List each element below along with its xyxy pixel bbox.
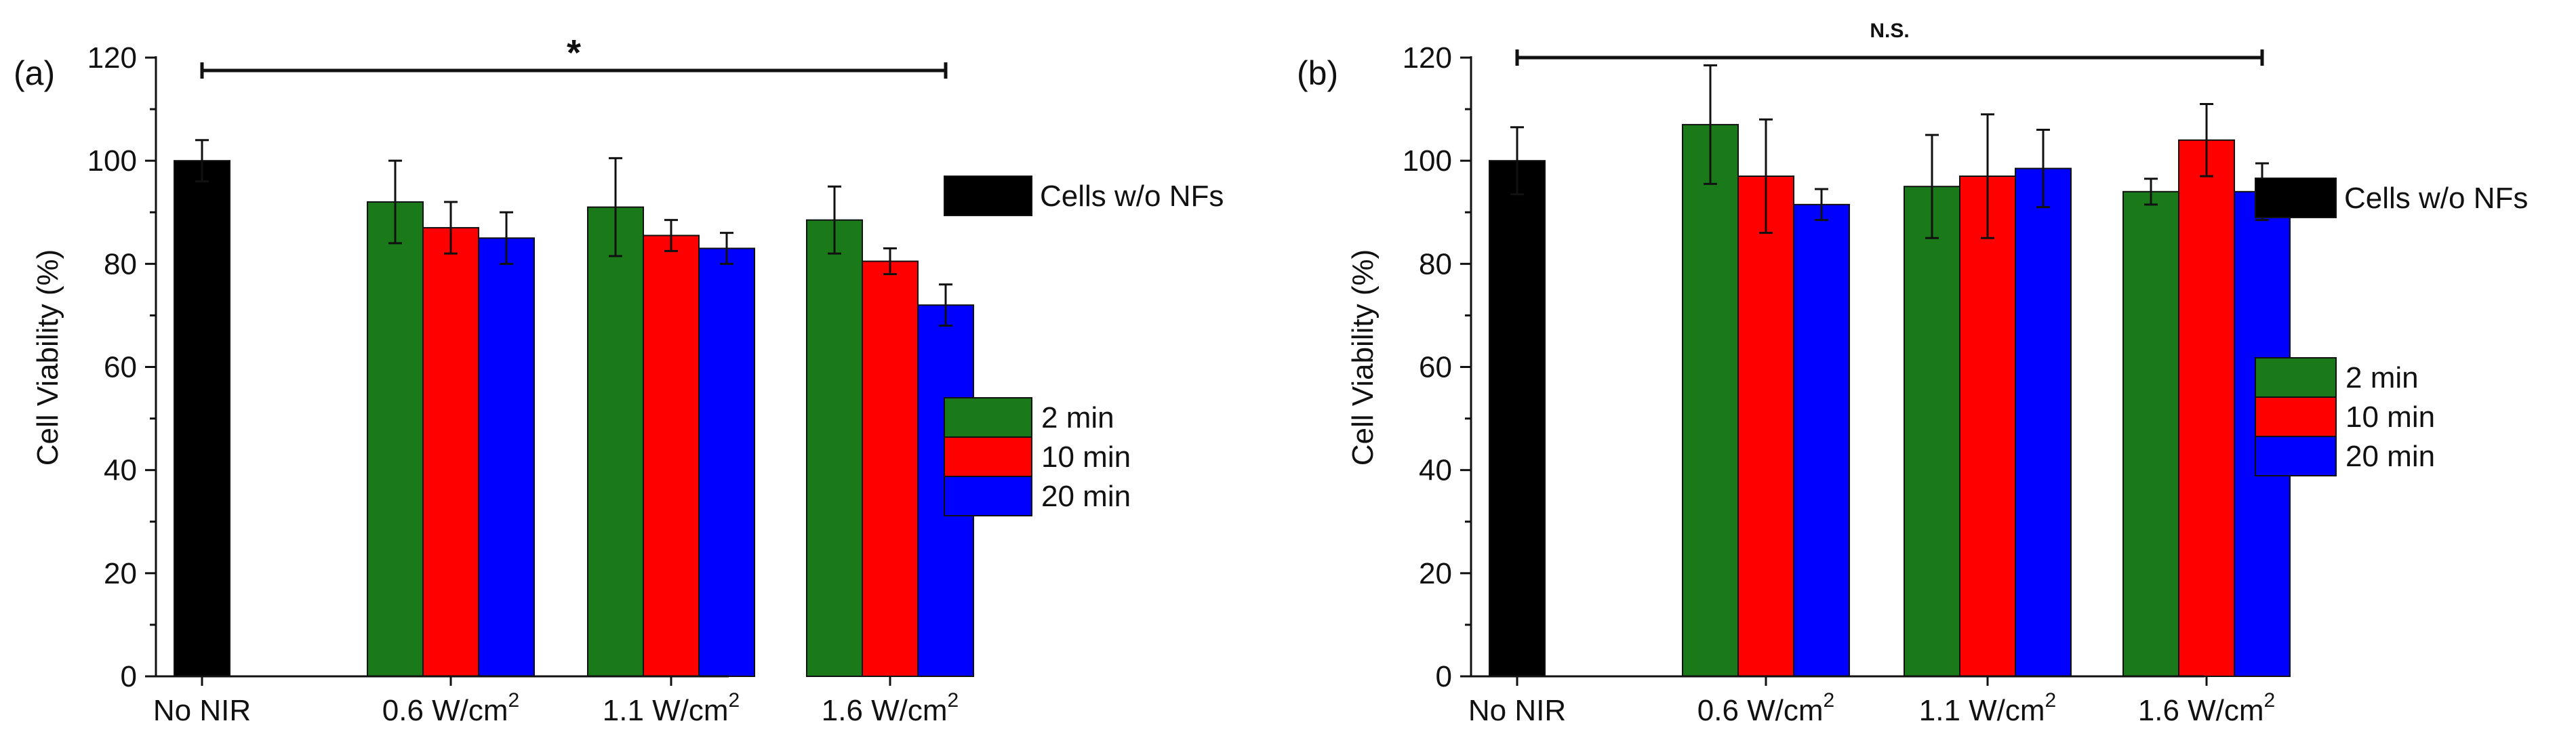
y-tick-label: 40 [1419, 454, 1452, 487]
legend-swatch-control [944, 176, 1032, 216]
bar-20min-cat2 [2015, 167, 2072, 677]
x-tick-label-text: 0.6 W/cm [382, 694, 508, 727]
bar-2min-cat1 [1682, 123, 1739, 678]
y-axis-label: Cell Viability (%) [1346, 249, 1380, 466]
y-tick-label: 0 [121, 660, 137, 693]
x-tick-label-superscript: 2 [1824, 689, 1835, 712]
legend-swatch-20min [2255, 436, 2337, 476]
bar-2min-cat3 [806, 219, 863, 678]
x-tick-label: 1.1 W/cm2 [603, 689, 740, 727]
x-tick-label: 1.6 W/cm2 [822, 689, 959, 727]
x-tick-label-text: No NIR [153, 694, 251, 727]
legend-label-20min: 20 min [1041, 480, 1131, 513]
x-tick-label-superscript: 2 [2264, 689, 2276, 712]
x-tick-label-superscript: 2 [948, 689, 959, 712]
y-tick-label: 120 [87, 41, 137, 75]
legend-swatch-control [2255, 178, 2337, 218]
x-tick-label-text: 0.6 W/cm [1697, 694, 1824, 727]
x-tick-label: 0.6 W/cm2 [382, 689, 519, 727]
y-tick-label: 80 [104, 247, 137, 281]
bar-control [1489, 160, 1546, 677]
x-tick-label: 1.1 W/cm2 [1919, 689, 2056, 727]
bar-10min-cat2 [643, 234, 700, 677]
x-tick-label: No NIR [1468, 694, 1566, 727]
y-axis-label: Cell Viability (%) [31, 249, 64, 466]
bar-10min-cat3 [862, 260, 919, 677]
x-tick-label: No NIR [153, 694, 251, 727]
legend-label-10min: 10 min [2346, 401, 2435, 434]
chart-panel-a: (a) 0 20 40 60 80 100 120 Cell Viability (%) No N… [14, 33, 1224, 727]
x-tick-label: 1.6 W/cm2 [2138, 689, 2275, 727]
significance-label: N.S. [1870, 20, 1909, 42]
bar-2min-cat2 [587, 206, 644, 677]
panel-label: (a) [14, 54, 55, 92]
y-tick-label: 0 [1436, 660, 1452, 693]
y-tick-label: 20 [1419, 557, 1452, 590]
x-tick-label-text: 1.1 W/cm [603, 694, 729, 727]
x-tick-label-superscript: 2 [729, 689, 740, 712]
legend-label-control: Cells w/o NFs [2344, 182, 2528, 215]
y-tick-label: 100 [1403, 144, 1452, 178]
bar-10min-cat2 [1959, 175, 2016, 678]
y-tick-label: 120 [1403, 41, 1452, 75]
y-tick-label: 100 [87, 144, 137, 178]
bar-2min-cat2 [1904, 186, 1960, 678]
bar-10min-cat1 [422, 227, 479, 677]
y-tick-label: 40 [104, 454, 137, 487]
x-tick-label-superscript: 2 [2045, 689, 2057, 712]
legend-label-control: Cells w/o NFs [1040, 180, 1224, 213]
x-tick-label-text: 1.6 W/cm [2138, 694, 2264, 727]
bar-20min-cat1 [1793, 203, 1850, 677]
x-tick-label-text: No NIR [1468, 694, 1566, 727]
bar-20min-cat2 [698, 247, 755, 677]
x-tick-label: 0.6 W/cm2 [1697, 689, 1834, 727]
x-tick-label-text: 1.1 W/cm [1919, 694, 2045, 727]
y-tick-label: 60 [1419, 351, 1452, 384]
chart-panel-b: (b) 0 20 40 60 80 100 120 Cell Viability (%) No N… [1297, 20, 2528, 727]
legend-swatch-20min [944, 476, 1032, 516]
bar-2min-cat3 [2122, 190, 2179, 678]
bar-control [174, 160, 230, 677]
legend-label-2min: 2 min [1041, 401, 1114, 434]
legend-swatch-10min [944, 436, 1032, 477]
legend-swatch-10min [2255, 396, 2337, 437]
legend-swatch-2min [2255, 357, 2337, 398]
y-tick-label: 60 [104, 351, 137, 384]
legend-label-20min: 20 min [2346, 440, 2435, 473]
significance-label: * [567, 33, 581, 73]
bar-20min-cat1 [478, 237, 535, 677]
bar-10min-cat1 [1737, 175, 1794, 678]
x-tick-label-superscript: 2 [508, 689, 520, 712]
y-tick-label: 20 [104, 557, 137, 590]
bar-10min-cat3 [2178, 139, 2235, 677]
y-tick-label: 80 [1419, 247, 1452, 281]
legend-label-10min: 10 min [1041, 440, 1131, 474]
bar-2min-cat1 [367, 201, 424, 677]
panel-label: (b) [1297, 54, 1338, 92]
legend-swatch-2min [944, 397, 1032, 438]
legend-label-2min: 2 min [2346, 361, 2419, 394]
x-tick-label-text: 1.6 W/cm [822, 694, 948, 727]
